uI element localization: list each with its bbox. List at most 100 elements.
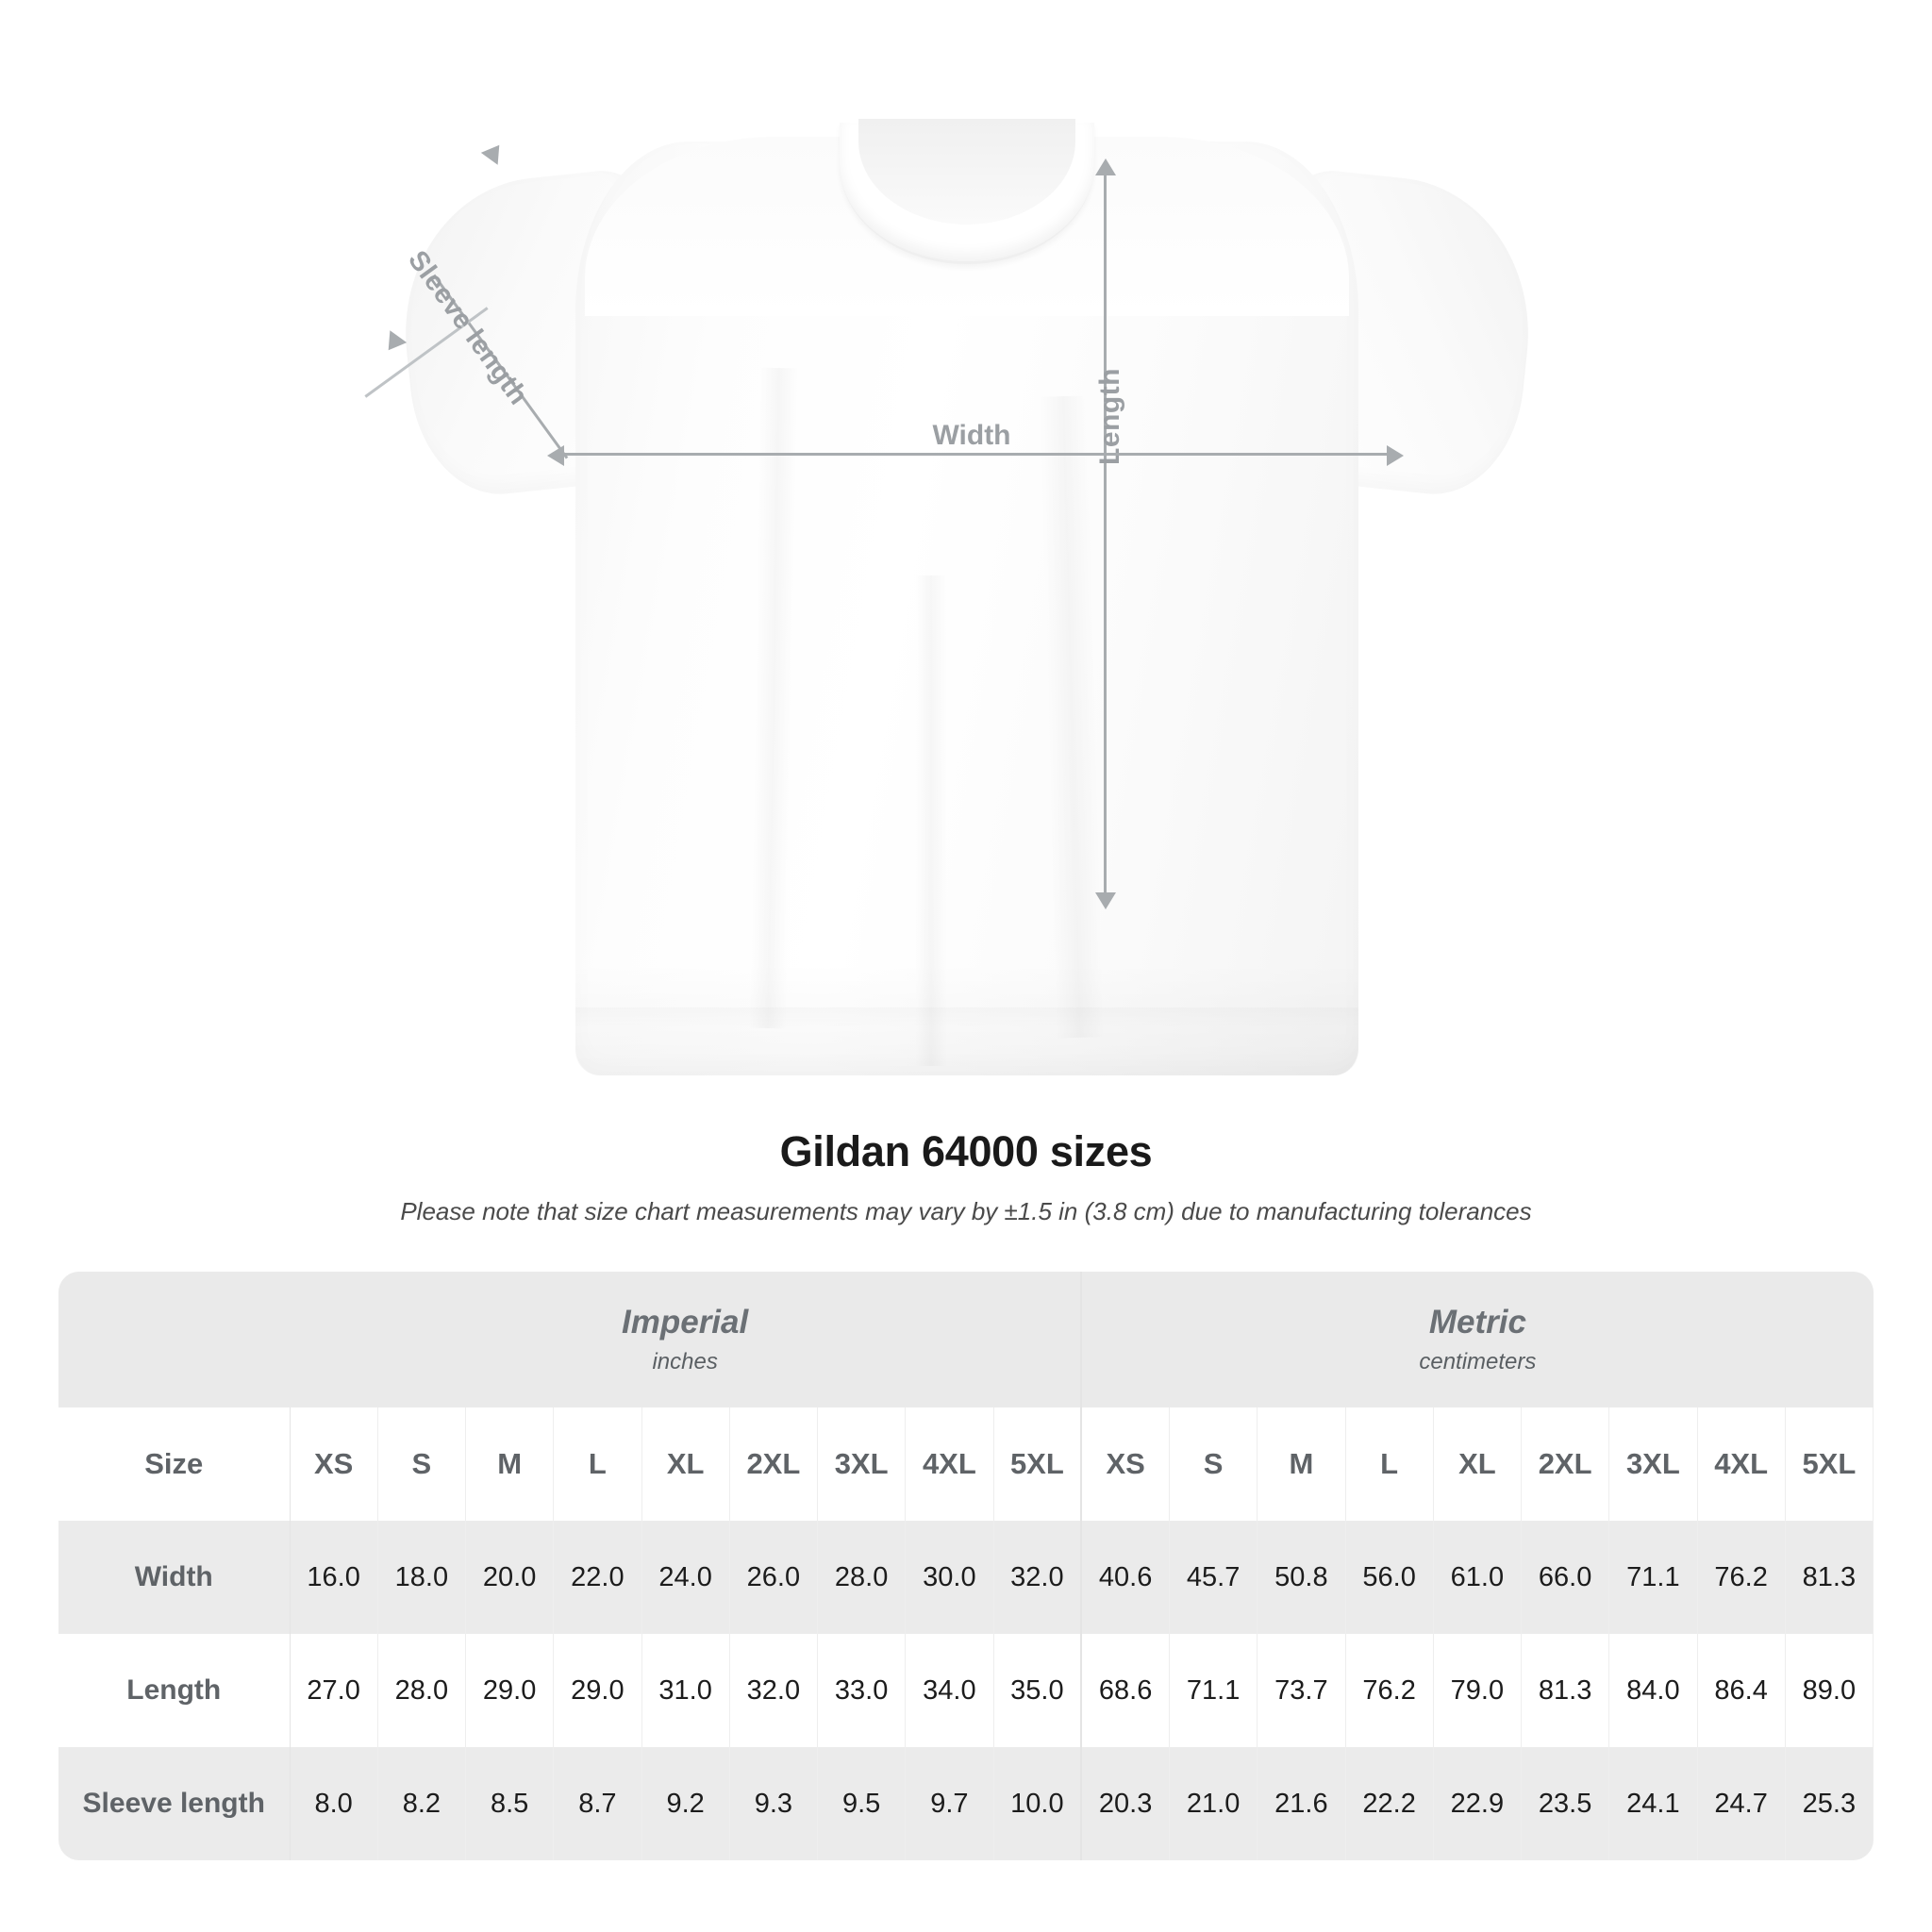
measurement-cell: 32.0 (729, 1634, 819, 1747)
garment-diagram: Length Width Sleeve length (364, 85, 1544, 1085)
measurement-cell: 29.0 (465, 1634, 555, 1747)
size-header-cell: M (1257, 1407, 1346, 1521)
measurement-cell: 28.0 (377, 1634, 467, 1747)
size-header-cell: 4XL (1697, 1407, 1786, 1521)
measurement-cell: 73.7 (1257, 1634, 1346, 1747)
measurement-cell: 20.3 (1080, 1747, 1171, 1860)
tshirt-illustration: Length Width Sleeve length (364, 85, 1544, 1085)
page-subtitle: Please note that size chart measurements… (400, 1197, 1532, 1225)
measurement-cell: 40.6 (1080, 1521, 1171, 1634)
measurement-cell: 30.0 (905, 1521, 994, 1634)
measurement-cell: 56.0 (1345, 1521, 1434, 1634)
unit-sub-metric: centimeters (1419, 1349, 1537, 1374)
unit-name-imperial: Imperial (622, 1304, 749, 1341)
measurement-cell: 28.0 (817, 1521, 907, 1634)
measurement-cell: 35.0 (993, 1634, 1082, 1747)
measurement-cell: 34.0 (905, 1634, 994, 1747)
row-label: Width (58, 1521, 291, 1634)
measurement-cell: 16.0 (290, 1521, 378, 1634)
size-header-cell: 5XL (1785, 1407, 1874, 1521)
measurement-cell: 81.3 (1521, 1634, 1610, 1747)
measurement-cell: 71.1 (1169, 1634, 1258, 1747)
measurement-cell: 71.1 (1608, 1521, 1698, 1634)
heading-block: Gildan 64000 sizes Please note that size… (0, 1127, 1932, 1226)
measurement-cell: 61.0 (1433, 1521, 1523, 1634)
measurement-cell: 26.0 (729, 1521, 819, 1634)
measurement-cell: 8.2 (377, 1747, 467, 1860)
measurement-cell: 22.2 (1345, 1747, 1434, 1860)
measurement-cell: 33.0 (817, 1634, 907, 1747)
size-header-cell: L (553, 1407, 642, 1521)
measurement-cell: 45.7 (1169, 1521, 1258, 1634)
row-label: Sleeve length (58, 1747, 291, 1860)
measurement-cell: 21.6 (1257, 1747, 1346, 1860)
size-header-cell: L (1345, 1407, 1434, 1521)
table-row: Length 27.0 28.0 29.0 29.0 31.0 32.0 33.0 34.0 35… (58, 1634, 1874, 1747)
measurement-cell: 23.5 (1521, 1747, 1610, 1860)
measurement-cell: 79.0 (1433, 1634, 1523, 1747)
measurement-cell: 22.9 (1433, 1747, 1523, 1860)
size-header-cell: 5XL (993, 1407, 1082, 1521)
size-table-container: Imperial inches Metric centimeters Size X… (58, 1272, 1874, 1860)
measurement-cell: 84.0 (1608, 1634, 1698, 1747)
measurement-cell: 9.7 (905, 1747, 994, 1860)
sleeve-arrow-down-icon (379, 330, 408, 357)
measurement-cell: 76.2 (1697, 1521, 1786, 1634)
size-header-cell: XS (1080, 1407, 1171, 1521)
measurement-cell: 24.7 (1697, 1747, 1786, 1860)
tshirt-hem (575, 1008, 1358, 1028)
size-header-cell: 4XL (905, 1407, 994, 1521)
table-row: Sleeve length 8.0 8.2 8.5 8.7 9.2 9.3 9.5 9.7 10.… (58, 1747, 1874, 1860)
unit-header-spacer (58, 1272, 290, 1407)
size-header-row: Size XS S M L XL 2XL 3XL 4XL 5XL XS S M L XL 2XL 3XL 4XL 5… (58, 1407, 1874, 1521)
size-header-cell: XS (290, 1407, 378, 1521)
size-header-cell: S (1169, 1407, 1258, 1521)
measurement-cell: 9.2 (641, 1747, 730, 1860)
measurement-cell: 76.2 (1345, 1634, 1434, 1747)
measurement-cell: 29.0 (553, 1634, 642, 1747)
size-header-cell: S (377, 1407, 467, 1521)
measurement-cell: 31.0 (641, 1634, 730, 1747)
measurement-cell: 8.7 (553, 1747, 642, 1860)
measurement-cell: 20.0 (465, 1521, 555, 1634)
size-header-cell: 3XL (817, 1407, 907, 1521)
measurement-cell: 24.1 (1608, 1747, 1698, 1860)
fabric-fold (915, 575, 947, 1066)
unit-sub-imperial: inches (652, 1349, 718, 1374)
measurement-cell: 66.0 (1521, 1521, 1610, 1634)
measurement-cell: 8.0 (290, 1747, 378, 1860)
measurement-cell: 81.3 (1785, 1521, 1874, 1634)
size-header-label: Size (58, 1407, 291, 1521)
unit-header-imperial: Imperial inches (290, 1272, 1082, 1407)
size-table-head: Imperial inches Metric centimeters (58, 1272, 1874, 1407)
measurement-cell: 21.0 (1169, 1747, 1258, 1860)
size-header-cell: XL (1433, 1407, 1523, 1521)
measurement-cell: 27.0 (290, 1634, 378, 1747)
size-header-cell: 2XL (729, 1407, 819, 1521)
measurement-cell: 24.0 (641, 1521, 730, 1634)
measurement-cell: 86.4 (1697, 1634, 1786, 1747)
measurement-cell: 8.5 (465, 1747, 555, 1860)
measurement-cell: 9.3 (729, 1747, 819, 1860)
size-table: Imperial inches Metric centimeters Size X… (58, 1272, 1874, 1860)
size-header-cell: M (465, 1407, 555, 1521)
row-label: Length (58, 1634, 291, 1747)
measurement-cell: 68.6 (1080, 1634, 1171, 1747)
measurement-cell: 50.8 (1257, 1521, 1346, 1634)
size-header-cell: 2XL (1521, 1407, 1610, 1521)
measurement-cell: 9.5 (817, 1747, 907, 1860)
tshirt-shape (390, 85, 1544, 1085)
size-header-cell: XL (641, 1407, 730, 1521)
measurement-cell: 22.0 (553, 1521, 642, 1634)
unit-name-metric: Metric (1428, 1304, 1526, 1341)
page-title: Gildan 64000 sizes (779, 1127, 1153, 1175)
size-table-body: Size XS S M L XL 2XL 3XL 4XL 5XL XS S M L XL 2XL 3XL 4XL 5… (58, 1407, 1874, 1860)
measurement-cell: 18.0 (377, 1521, 467, 1634)
table-row: Width 16.0 18.0 20.0 22.0 24.0 26.0 28.0 30.0 32.… (58, 1521, 1874, 1634)
unit-header-row: Imperial inches Metric centimeters (58, 1272, 1874, 1407)
measurement-cell: 10.0 (993, 1747, 1082, 1860)
size-header-cell: 3XL (1608, 1407, 1698, 1521)
measurement-cell: 32.0 (993, 1521, 1082, 1634)
unit-header-metric: Metric centimeters (1080, 1272, 1874, 1407)
